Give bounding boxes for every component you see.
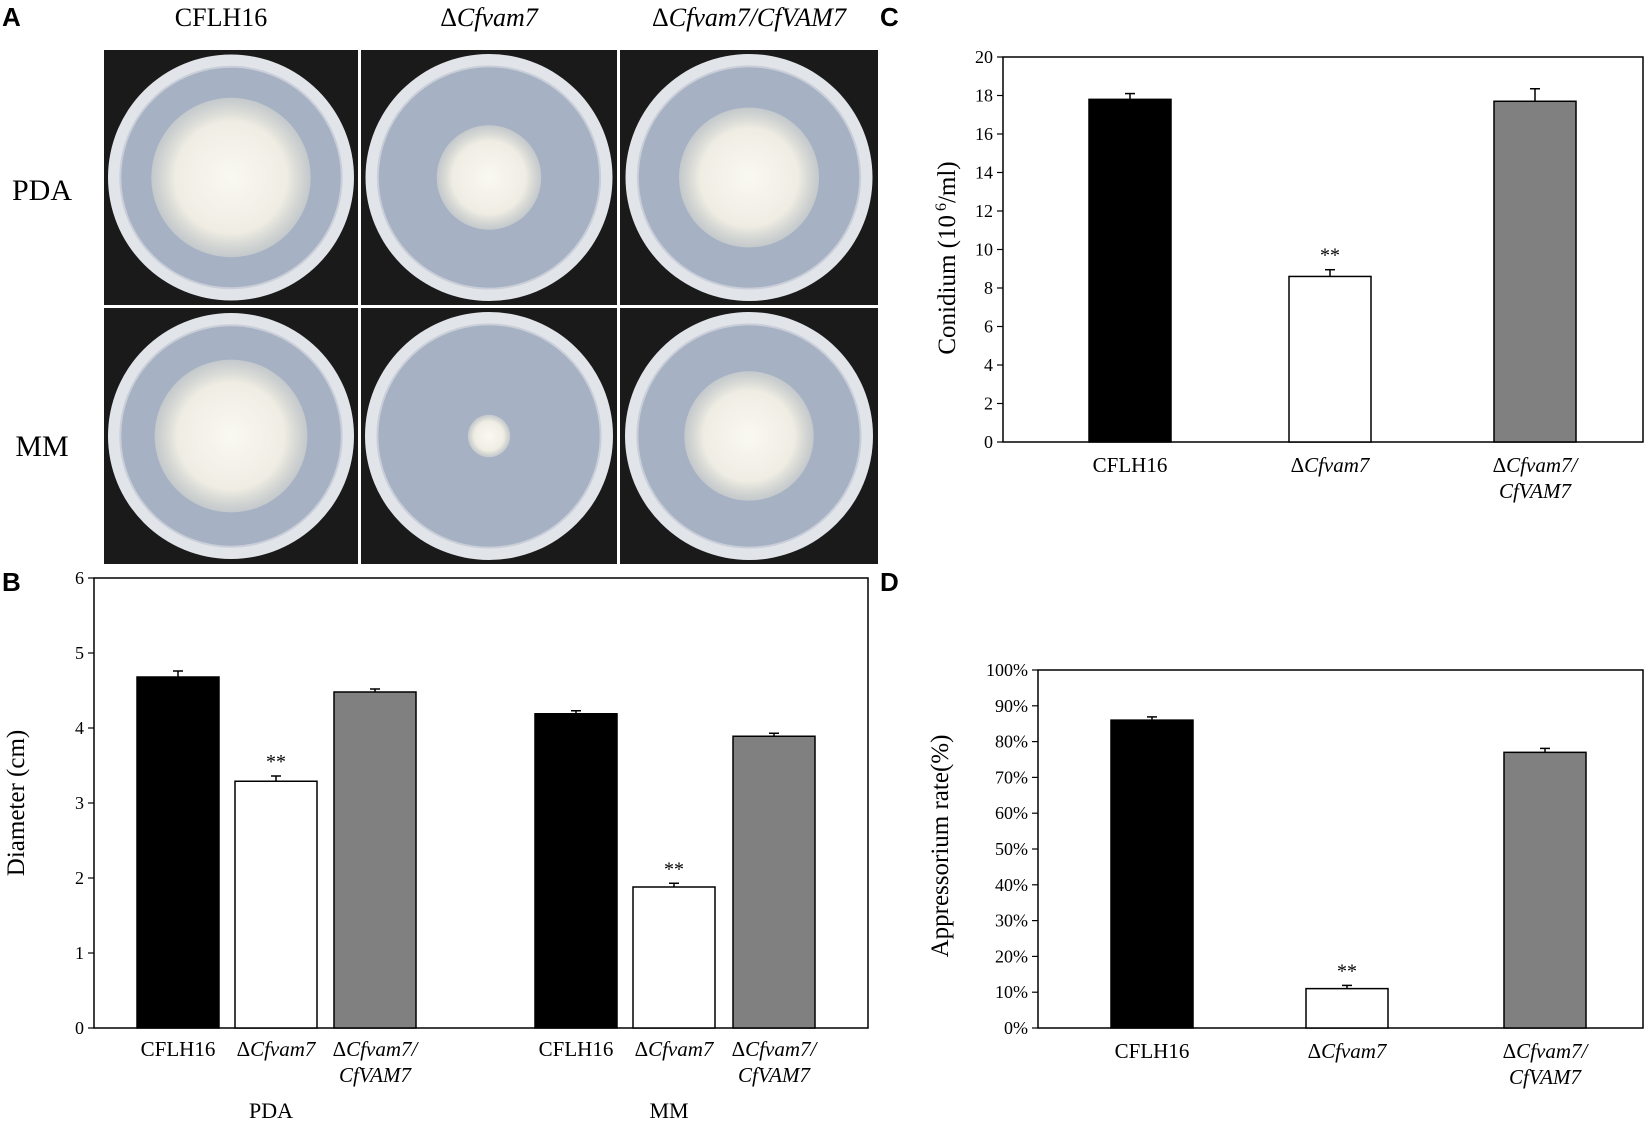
y-tick-label: 20% <box>995 946 1028 966</box>
bar <box>632 886 716 1029</box>
y-axis-title: Appressorium rate(%) <box>927 735 954 958</box>
bar <box>333 691 417 1029</box>
colony <box>684 371 814 501</box>
colony <box>436 125 542 230</box>
plate-cell <box>104 50 358 305</box>
panel-letter-c: C <box>880 2 899 32</box>
y-tick-label: 6 <box>75 568 84 588</box>
y-tick-label: 0 <box>75 1018 84 1038</box>
y-tick-label: 0% <box>1004 1018 1028 1038</box>
row-label: PDA <box>12 174 72 207</box>
panel-letter-d: D <box>880 567 899 597</box>
panel-letter-b: B <box>2 567 21 597</box>
bar <box>534 713 618 1029</box>
y-tick-label: 2 <box>75 868 84 888</box>
bar <box>234 780 318 1029</box>
category-label: CFLH16 <box>1115 1039 1190 1063</box>
category-label: ΔCfvam7/ <box>1493 453 1580 477</box>
significance-marker: ** <box>266 751 286 773</box>
y-tick-label: 18 <box>975 86 993 106</box>
y-tick-label: 60% <box>995 803 1028 823</box>
bar <box>1288 275 1372 443</box>
colony <box>467 414 511 458</box>
category-label: ΔCfvam7/ <box>333 1037 420 1061</box>
y-tick-label: 3 <box>75 793 84 813</box>
category-label: CFLH16 <box>141 1037 216 1061</box>
bar <box>1305 987 1389 1029</box>
y-tick-label: 30% <box>995 911 1028 931</box>
y-tick-label: 12 <box>975 201 993 221</box>
category-label: CFLH16 <box>539 1037 614 1061</box>
plate-cell <box>361 308 617 564</box>
column-label: ΔCfvam7 <box>440 3 539 32</box>
column-label: CFLH16 <box>175 3 267 32</box>
y-tick-label: 0 <box>984 432 993 452</box>
y-tick-label: 5 <box>75 643 84 663</box>
y-tick-label: 8 <box>984 278 993 298</box>
y-tick-label: 20 <box>975 47 993 67</box>
y-tick-label: 1 <box>75 943 84 963</box>
category-label: ΔCfvam7 <box>635 1037 715 1061</box>
category-label: ΔCfvam7/ <box>1503 1039 1590 1063</box>
y-tick-label: 80% <box>995 732 1028 752</box>
y-tick-label: 90% <box>995 696 1028 716</box>
panel-letter-a: A <box>2 2 21 32</box>
panel-d-chart: 0% 10% 20% 30% 40% 50% 60% 70% 80% 90% 100% CFLH16 *… <box>927 660 1644 1089</box>
significance-marker: ** <box>1337 960 1357 982</box>
y-tick-label: 6 <box>984 317 993 337</box>
category-label-line2: CfVAM7 <box>1509 1065 1582 1089</box>
category-label: ΔCfvam7/ <box>732 1037 819 1061</box>
y-tick-label: 10% <box>995 982 1028 1002</box>
y-tick-label: 4 <box>984 355 993 375</box>
category-label: ΔCfvam7 <box>1308 1039 1388 1063</box>
y-tick-label: 16 <box>975 124 993 144</box>
category-label: CFLH16 <box>1093 453 1168 477</box>
category-label-line2: CfVAM7 <box>339 1063 412 1087</box>
bar <box>1088 98 1172 443</box>
y-tick-label: 2 <box>984 394 993 414</box>
y-tick-label: 4 <box>75 718 84 738</box>
plate-cell <box>620 308 878 564</box>
panel-a-plates: CFLH16 ΔCfvam7 ΔCfvam7/CfVAM7 PDA MM <box>12 3 878 564</box>
panel-b-chart: PDA MM 0 1 2 3 4 5 6 CFLH16 ** ΔCfvam7 ΔCfvam7/CfVAM… <box>3 568 869 1123</box>
category-label-line2: CfVAM7 <box>738 1063 811 1087</box>
y-tick-label: 100% <box>986 660 1028 680</box>
y-axis-title: Conidium (106/ml) <box>933 161 961 354</box>
category-label-line2: CfVAM7 <box>1499 479 1572 503</box>
plate-cell <box>620 50 878 305</box>
group-label: PDA <box>249 1098 293 1123</box>
y-tick-label: 50% <box>995 839 1028 859</box>
colony <box>154 359 308 513</box>
colony <box>678 107 820 248</box>
bar <box>1503 751 1587 1029</box>
category-label: ΔCfvam7 <box>1291 453 1371 477</box>
plate-cell <box>104 308 358 564</box>
y-tick-label: 70% <box>995 767 1028 787</box>
bar <box>1493 100 1577 443</box>
y-tick-label: 14 <box>975 163 993 183</box>
bar <box>732 735 816 1029</box>
row-label: MM <box>15 430 68 463</box>
significance-marker: ** <box>664 858 684 880</box>
bar <box>136 676 220 1029</box>
category-label: ΔCfvam7 <box>237 1037 317 1061</box>
group-label: MM <box>649 1098 688 1123</box>
y-axis-title: Diameter (cm) <box>3 730 30 876</box>
y-tick-label: 10 <box>975 240 993 260</box>
bar <box>1110 719 1194 1029</box>
plate-cell <box>361 50 617 305</box>
significance-marker: ** <box>1320 245 1340 267</box>
y-tick-label: 40% <box>995 875 1028 895</box>
colony <box>151 97 311 258</box>
column-label: ΔCfvam7/CfVAM7 <box>652 3 847 32</box>
panel-c-chart: 0 2 4 6 8 10 12 14 16 18 20 CFLH16 ** ΔCfvam7 ΔCfvam7/… <box>933 47 1644 503</box>
